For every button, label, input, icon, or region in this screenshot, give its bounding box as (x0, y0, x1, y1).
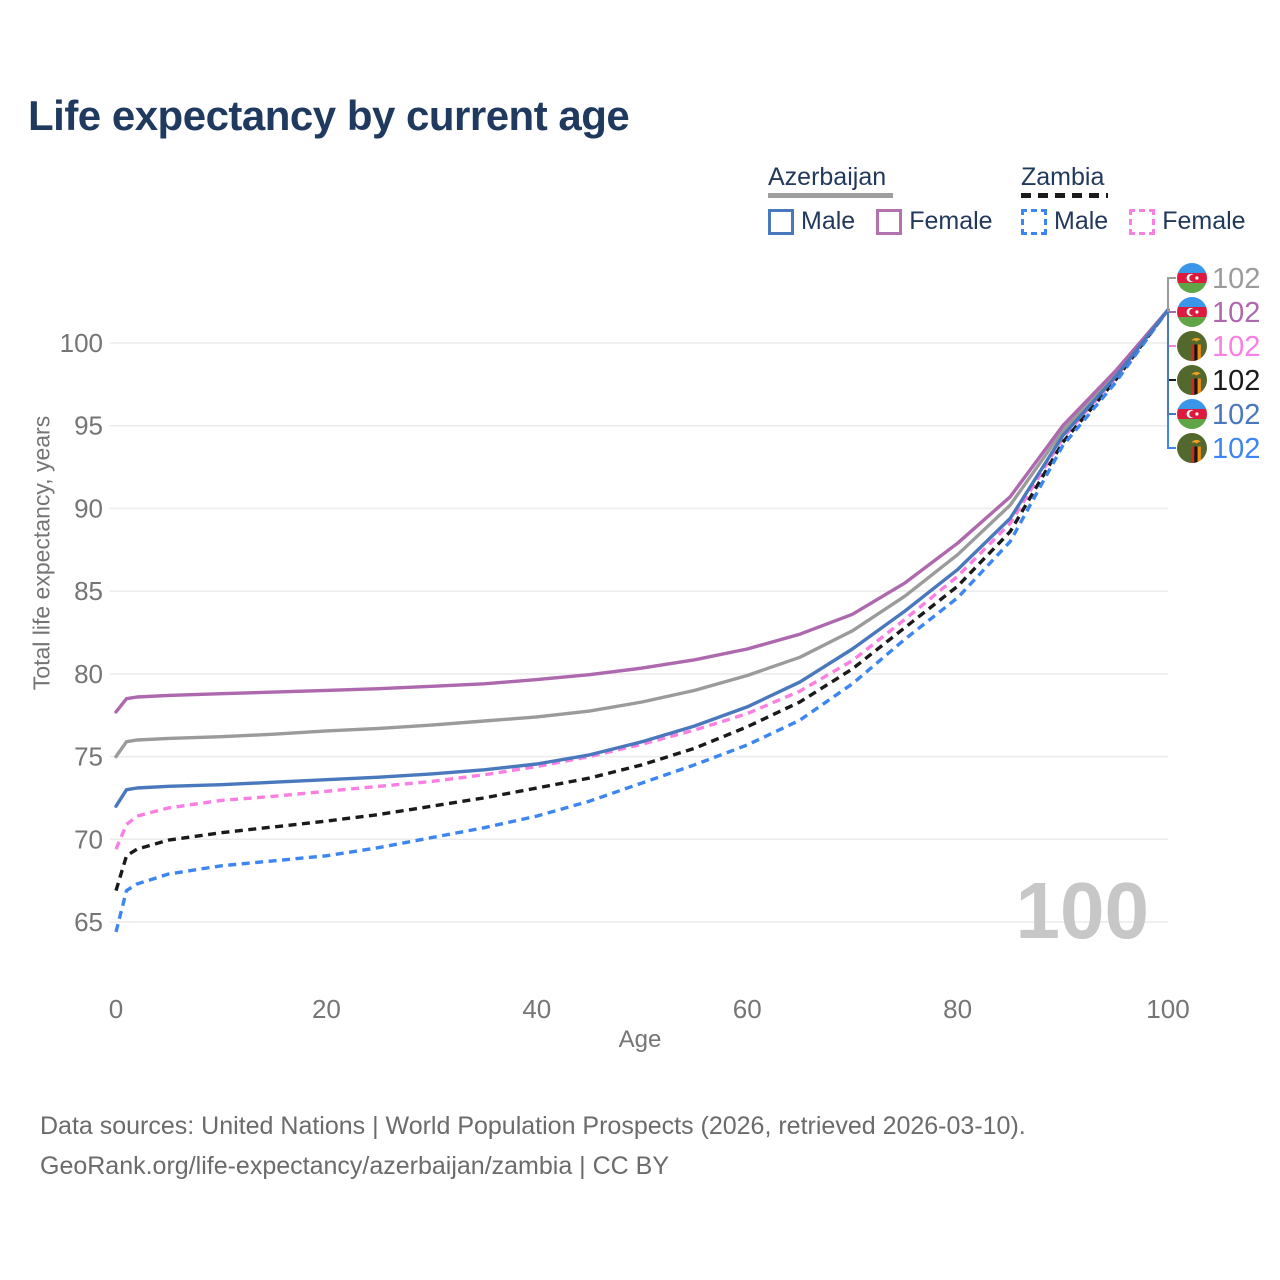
series-line-azerbaijan-female[interactable] (114, 308, 1170, 714)
x-tick-label: 0 (109, 994, 123, 1024)
y-tick-label: 80 (74, 659, 103, 689)
legend-label-zambia-male[interactable]: Male (1054, 207, 1109, 235)
series-line-zambia-male[interactable] (114, 308, 1170, 933)
y-tick-label: 65 (74, 907, 103, 937)
x-axis-title: Age (618, 1026, 662, 1053)
legend-label-azerbaijan-male[interactable]: Male (801, 207, 856, 235)
y-tick-label: 100 (60, 328, 103, 358)
end-value-label: 102 (1212, 433, 1260, 465)
legend-line-sample-solid (768, 193, 893, 198)
legend-swatch-zambia-male[interactable] (1021, 208, 1047, 235)
source-footer: Data sources: United Nations | World Pop… (40, 1106, 1026, 1186)
y-tick-label: 85 (74, 576, 103, 606)
y-tick-label: 70 (74, 824, 103, 854)
end-label-leader (1167, 277, 1176, 312)
azerbaijan-flag-icon (1177, 399, 1207, 429)
end-label-leader (1167, 312, 1176, 347)
series-line-azerbaijan-all[interactable] (114, 308, 1170, 759)
end-label-leader (1167, 312, 1176, 415)
end-value-label: 102 (1212, 365, 1260, 397)
x-tick-label: 60 (733, 994, 762, 1024)
legend-swatch-azerbaijan-female[interactable] (876, 208, 903, 235)
end-value-label: 102 (1212, 331, 1260, 363)
legend-line-sample-dashed (1021, 193, 1108, 198)
footer-attribution-link: GeoRank.org/life-expectancy/azerbaijan/z… (40, 1152, 670, 1180)
azerbaijan-flag-icon (1177, 263, 1207, 293)
footer-data-sources: Data sources: United Nations | World Pop… (40, 1112, 1026, 1140)
end-value-label: 102 (1212, 297, 1260, 329)
y-tick-label: 95 (74, 411, 103, 441)
legend-label-zambia-female[interactable]: Female (1162, 207, 1246, 235)
y-tick-label: 90 (74, 493, 103, 523)
end-value-label: 102 (1212, 263, 1260, 295)
legend-label-azerbaijan-female[interactable]: Female (909, 207, 993, 235)
series-line-zambia-all[interactable] (114, 308, 1170, 892)
age-counter-watermark: 100 (1015, 866, 1149, 955)
legend-swatch-azerbaijan-male[interactable] (768, 208, 794, 235)
legend-country-azerbaijan[interactable]: Azerbaijan (768, 163, 887, 191)
series-line-zambia-female[interactable] (114, 308, 1170, 850)
zambia-flag-icon (1177, 331, 1207, 362)
end-value-label: 102 (1212, 399, 1260, 431)
zambia-flag-icon (1177, 433, 1207, 464)
legend-group-azerbaijan: Azerbaijan Male Female (768, 164, 993, 236)
x-tick-label: 100 (1146, 994, 1189, 1024)
legend-group-zambia: Zambia Male Female (1021, 164, 1246, 236)
azerbaijan-flag-icon (1177, 297, 1207, 327)
page-title: Life expectancy by current age (28, 92, 630, 139)
x-tick-label: 40 (522, 994, 551, 1024)
x-tick-label: 80 (943, 994, 972, 1024)
y-tick-label: 75 (74, 742, 103, 772)
x-tick-label: 20 (312, 994, 341, 1024)
series-line-azerbaijan-male[interactable] (114, 308, 1170, 808)
zambia-flag-icon (1177, 365, 1207, 396)
legend-swatch-zambia-female[interactable] (1129, 208, 1156, 235)
legend-country-zambia[interactable]: Zambia (1021, 163, 1105, 191)
